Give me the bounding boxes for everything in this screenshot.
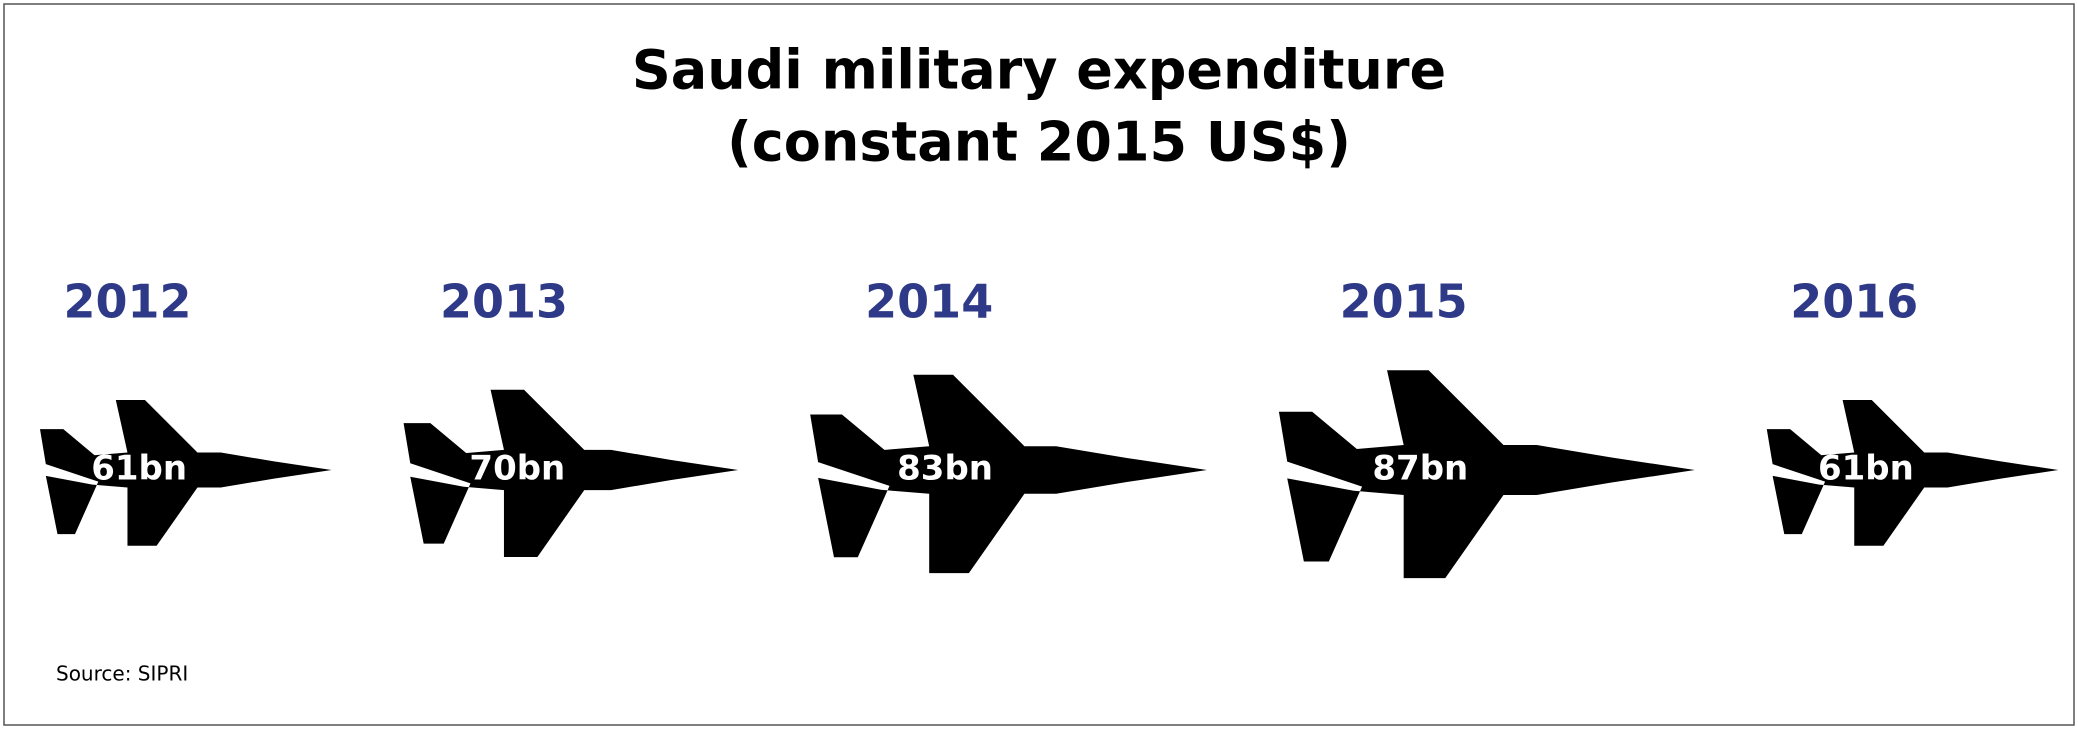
category-label: 2012 [63, 275, 191, 329]
category-label: 2015 [1340, 275, 1468, 329]
jet-group [403, 389, 739, 557]
jet-group [810, 374, 1207, 574]
jet [1766, 400, 2059, 546]
source: Source: SIPRI [56, 662, 188, 686]
category-label: 2016 [1790, 275, 1918, 329]
jet-group [1766, 400, 2059, 546]
jet [403, 389, 739, 557]
value-label: 61bn [1818, 449, 1914, 489]
value-label: 83bn [897, 449, 993, 489]
jet [1278, 370, 1695, 579]
chart-subtitle: (constant 2015 US$) [727, 111, 1351, 174]
category-label: 2013 [440, 275, 568, 329]
frame [3, 3, 2075, 726]
value-label: 61bn [91, 449, 187, 489]
category-label: 2014 [865, 275, 993, 329]
jet [810, 374, 1207, 574]
value-label: 70bn [469, 449, 565, 489]
chart-title: Saudi military expenditure [632, 39, 1446, 102]
value-label: 87bn [1372, 449, 1468, 489]
jet [40, 400, 332, 546]
jet-group [40, 400, 332, 546]
jet-group [1278, 370, 1695, 579]
